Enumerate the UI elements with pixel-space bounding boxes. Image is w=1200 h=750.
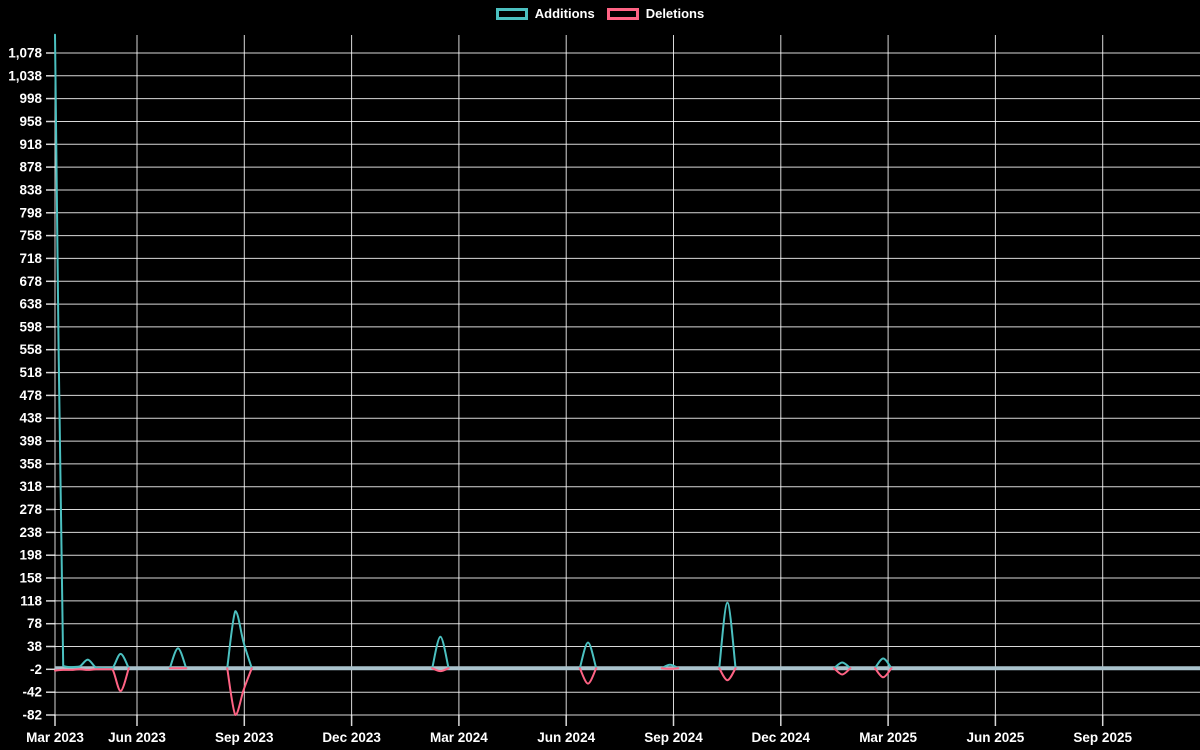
y-tick-label: 598: [19, 319, 42, 334]
additions-line: [431, 635, 450, 670]
x-tick-label: Dec 2023: [322, 730, 381, 745]
y-tick-label: 558: [19, 342, 42, 357]
y-tick-label: 438: [19, 411, 42, 426]
legend-label-additions: Additions: [534, 6, 595, 21]
additions-line: [718, 601, 737, 670]
deletions-line: [660, 667, 680, 670]
y-tick-label: 38: [27, 639, 43, 654]
additions-line: [578, 641, 598, 670]
additions-line: [874, 657, 893, 670]
additions-swatch-icon: [495, 7, 528, 20]
x-tick-label: Jun 2024: [537, 730, 595, 745]
x-tick-label: Dec 2024: [752, 730, 811, 745]
x-tick-label: Mar 2025: [859, 730, 917, 745]
x-tick-label: Sep 2025: [1073, 730, 1132, 745]
deletions-line: [874, 667, 893, 679]
y-tick-label: 198: [19, 548, 42, 563]
legend-label-deletions: Deletions: [645, 6, 705, 21]
deletions-line: [226, 667, 253, 716]
x-tick-label: Sep 2024: [644, 730, 703, 745]
y-tick-label: 278: [19, 502, 42, 517]
y-tick-label: 718: [19, 251, 42, 266]
deletions-line: [833, 667, 852, 676]
additions-line: [833, 661, 852, 670]
y-tick-label: -42: [22, 685, 42, 700]
additions-line: [226, 610, 253, 670]
y-tick-label: -82: [22, 708, 42, 723]
y-tick-label: 238: [19, 525, 42, 540]
y-tick-label: 518: [19, 365, 42, 380]
legend-item-additions[interactable]: Additions: [495, 6, 595, 21]
y-tick-label: 358: [19, 456, 42, 471]
x-tick-label: Jun 2025: [967, 730, 1025, 745]
legend-item-deletions[interactable]: Deletions: [606, 6, 705, 21]
y-tick-label: 78: [27, 616, 43, 631]
y-tick-label: 798: [19, 205, 42, 220]
y-tick-label: 918: [19, 137, 42, 152]
y-tick-label: 878: [19, 160, 42, 175]
deletions-line: [578, 667, 598, 685]
y-tick-label: 758: [19, 228, 42, 243]
deletions-line: [54, 667, 130, 692]
deletions-swatch-icon: [606, 7, 639, 20]
deletions-line: [431, 667, 450, 673]
y-tick-label: 158: [19, 571, 42, 586]
x-tick-label: Mar 2023: [26, 730, 84, 745]
additions-line: [168, 647, 188, 670]
y-tick-label: 318: [19, 479, 42, 494]
x-tick-label: Jun 2023: [108, 730, 166, 745]
x-tick-label: Mar 2024: [430, 730, 488, 745]
y-tick-label: 1,038: [8, 68, 42, 83]
y-tick-label: 678: [19, 274, 42, 289]
y-tick-label: 118: [20, 593, 42, 608]
y-tick-label: 638: [19, 297, 42, 312]
y-tick-label: 958: [19, 114, 42, 129]
y-tick-label: -2: [30, 662, 42, 677]
y-tick-label: 398: [19, 434, 42, 449]
y-tick-label: 998: [19, 91, 42, 106]
additions-line: [660, 663, 680, 670]
additions-line: [54, 33, 130, 670]
y-tick-label: 1,078: [8, 46, 42, 61]
deletions-line: [718, 667, 737, 682]
y-tick-label: 478: [19, 388, 42, 403]
x-tick-label: Sep 2023: [215, 730, 274, 745]
y-tick-label: 838: [19, 183, 42, 198]
chart-legend: Additions Deletions: [0, 7, 1200, 20]
